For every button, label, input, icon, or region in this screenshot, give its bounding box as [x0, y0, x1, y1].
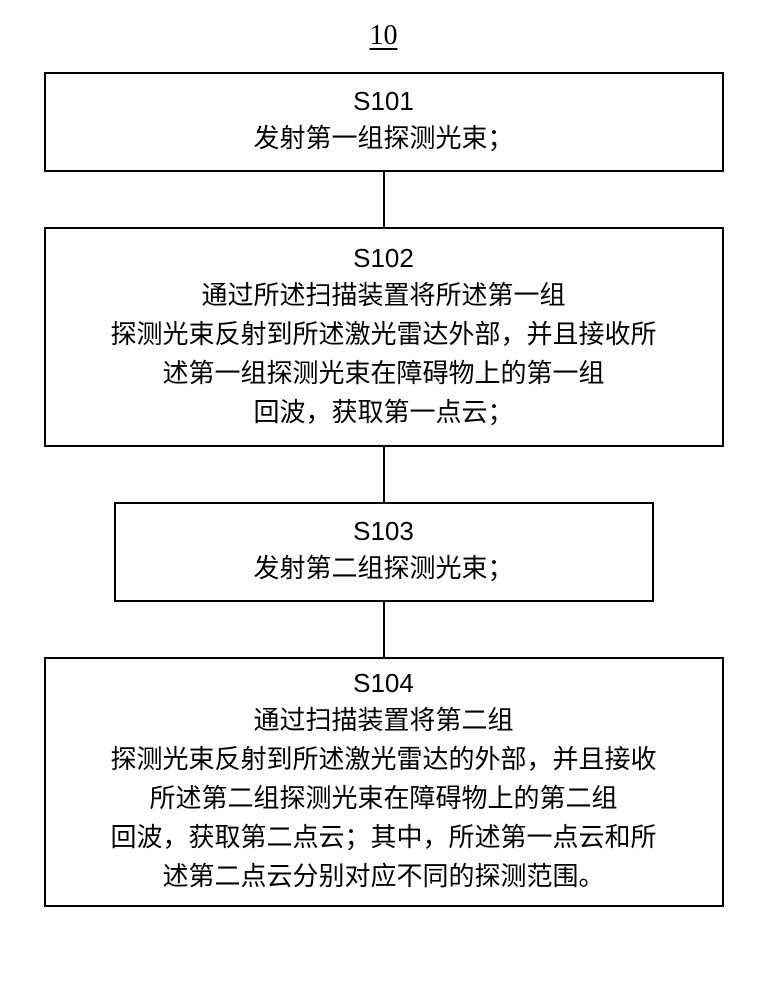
diagram-title: 10 — [370, 20, 398, 52]
step-text: 通过所述扫描装置将所述第一组 探测光束反射到所述激光雷达外部，并且接收所 述第一… — [90, 276, 676, 432]
text-line: 通过扫描装置将第二组 — [253, 706, 513, 735]
flowchart-container: S101 发射第一组探测光束； S102 通过所述扫描装置将所述第一组 探测光束… — [0, 72, 767, 907]
text-line: 探测光束反射到所述激光雷达的外部，并且接收 — [110, 745, 656, 774]
text-line: 所述第二组探测光束在障碍物上的第二组 — [149, 784, 617, 813]
step-box-s103: S103 发射第二组探测光束； — [114, 502, 654, 602]
step-id: S104 — [353, 668, 414, 699]
connector — [383, 447, 385, 502]
text-line: 述第二点云分别对应不同的探测范围。 — [162, 862, 604, 891]
text-line: 回波，获取第二点云；其中，所述第一点云和所 — [110, 823, 656, 852]
step-box-s101: S101 发射第一组探测光束； — [44, 72, 724, 172]
text-line: 回波，获取第一点云； — [253, 398, 513, 427]
text-line: 通过所述扫描装置将所述第一组 — [201, 281, 565, 310]
step-box-s102: S102 通过所述扫描装置将所述第一组 探测光束反射到所述激光雷达外部，并且接收… — [44, 227, 724, 447]
connector — [383, 602, 385, 657]
step-id: S103 — [353, 516, 414, 547]
step-text: 发射第二组探测光束； — [233, 549, 533, 588]
step-id: S102 — [353, 243, 414, 274]
step-text: 发射第一组探测光束； — [233, 119, 533, 158]
step-text: 通过扫描装置将第二组 探测光束反射到所述激光雷达的外部，并且接收 所述第二组探测… — [90, 701, 676, 896]
step-id: S101 — [353, 86, 414, 117]
text-line: 述第一组探测光束在障碍物上的第一组 — [162, 359, 604, 388]
step-box-s104: S104 通过扫描装置将第二组 探测光束反射到所述激光雷达的外部，并且接收 所述… — [44, 657, 724, 907]
connector — [383, 172, 385, 227]
text-line: 探测光束反射到所述激光雷达外部，并且接收所 — [110, 320, 656, 349]
